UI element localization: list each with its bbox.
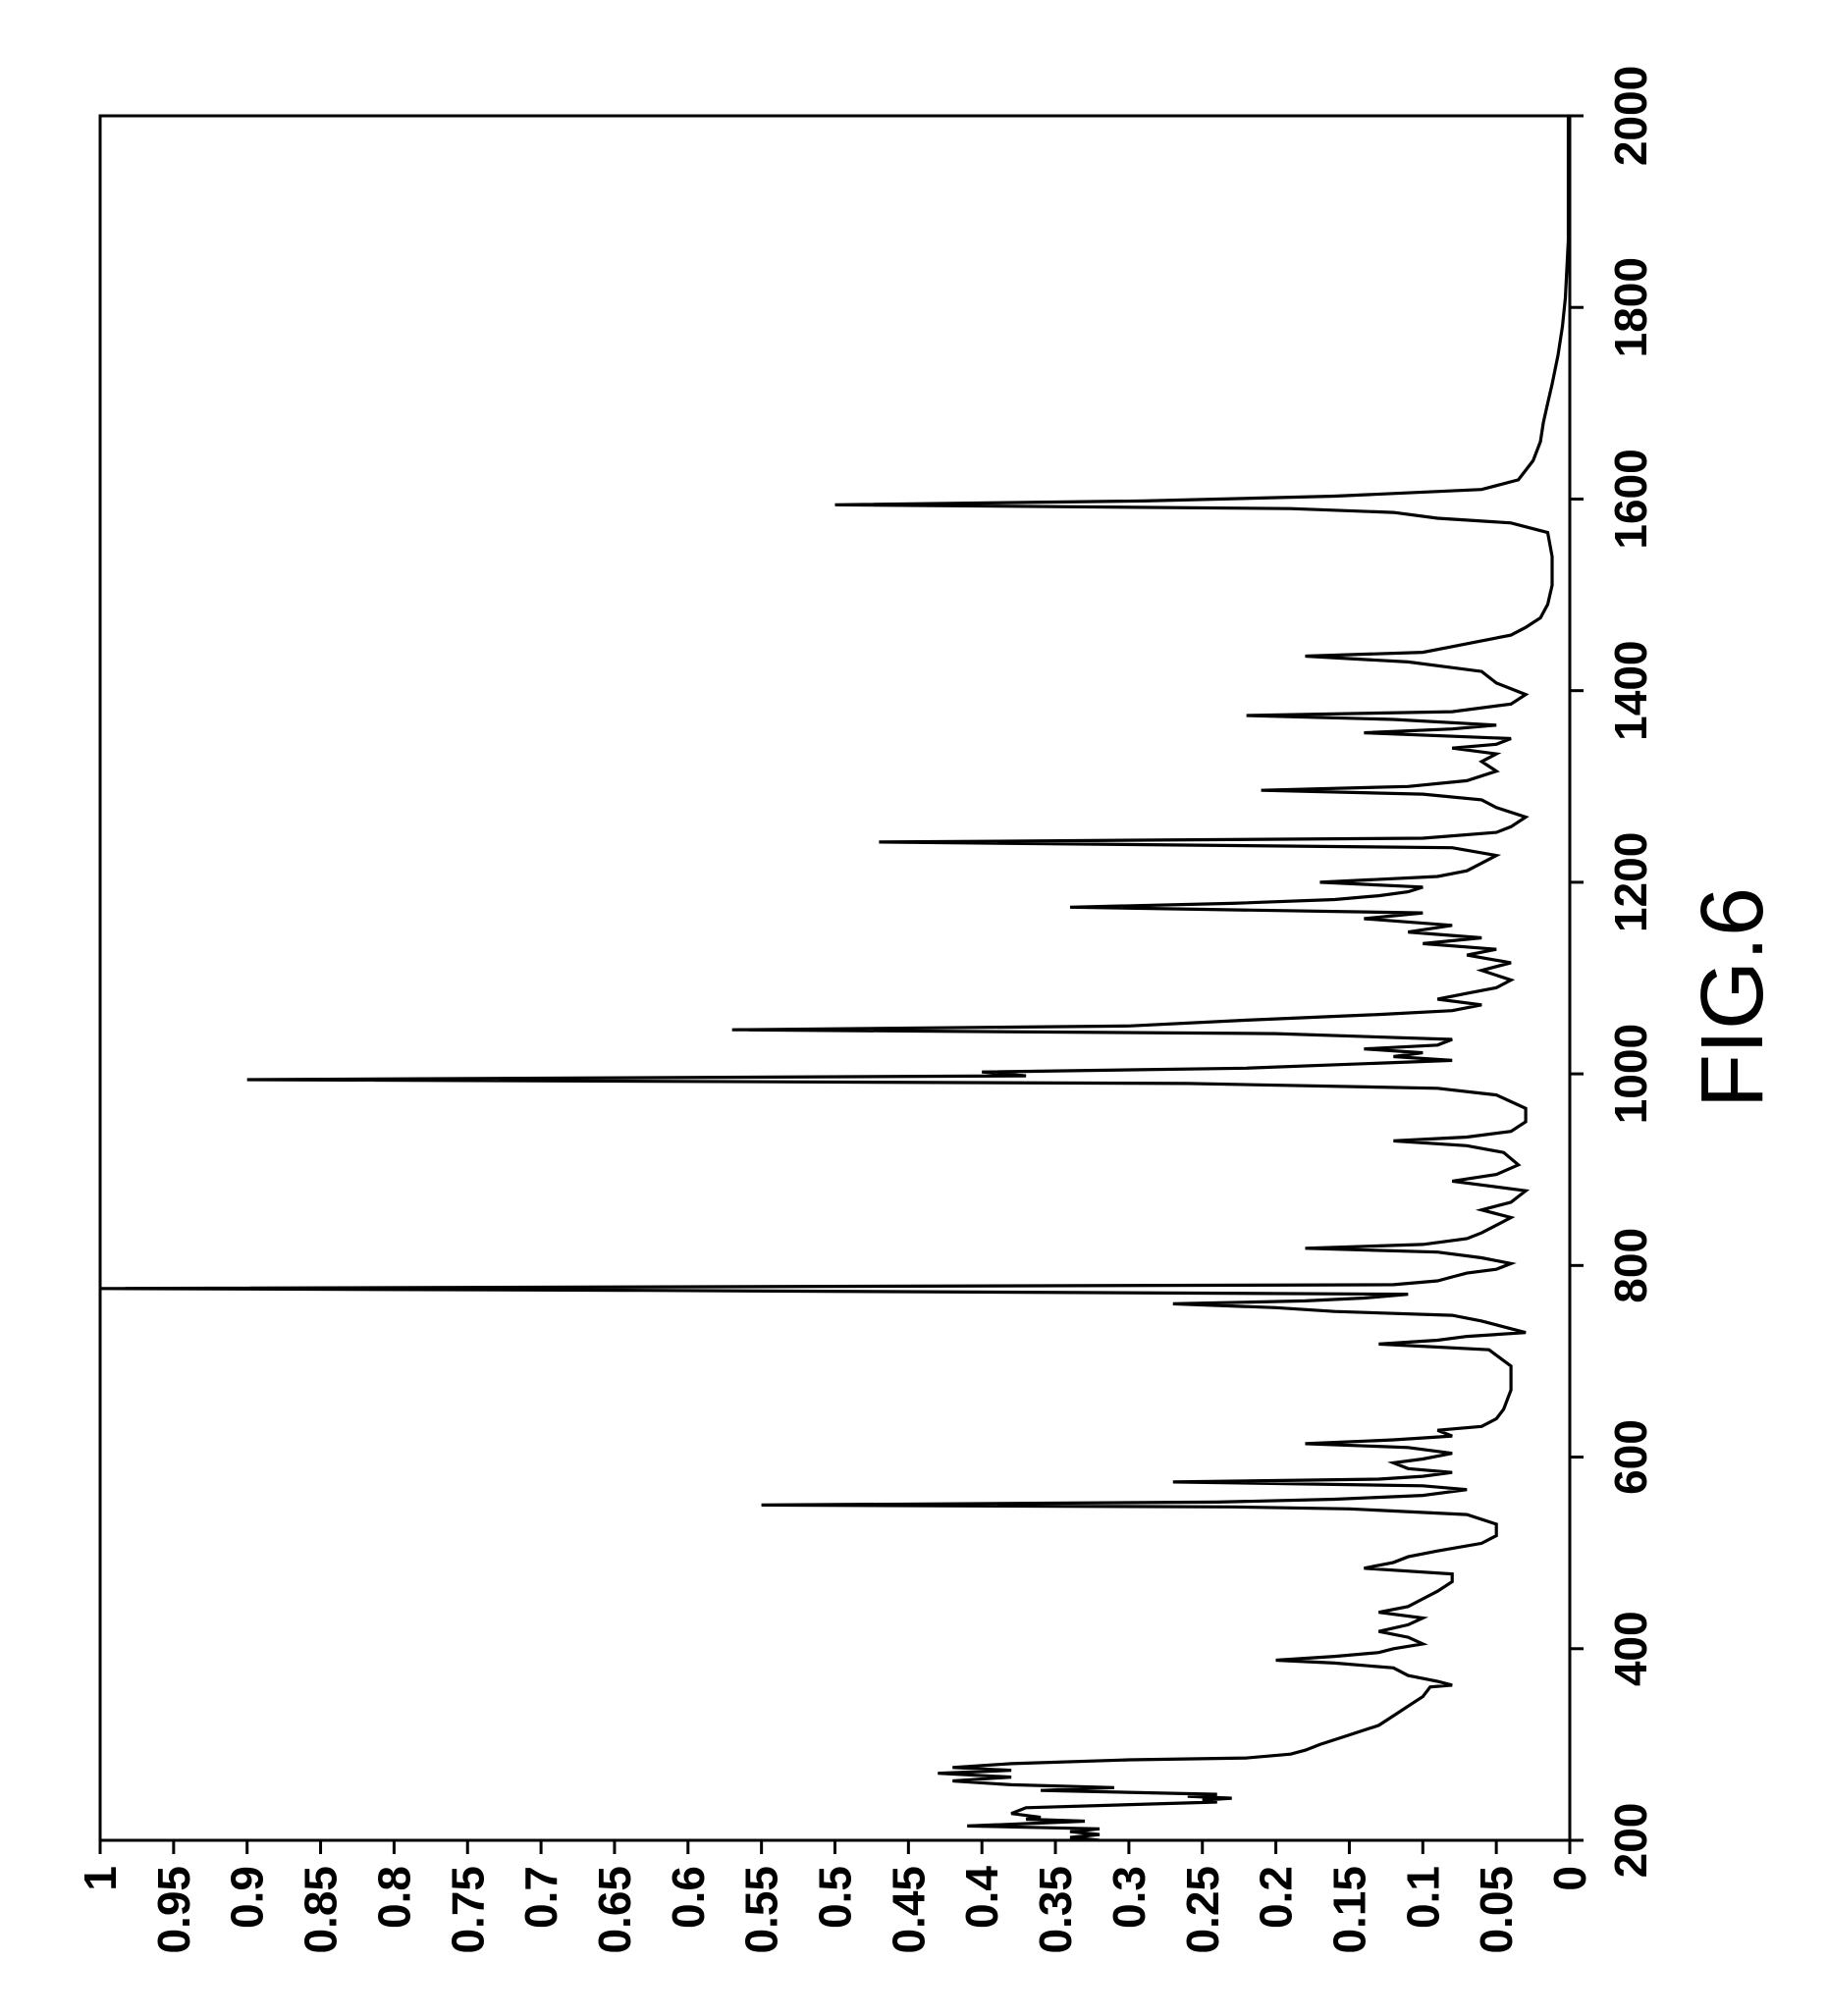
chart-series-group <box>99 116 1571 1842</box>
y-tick-label: 1 <box>75 1866 126 1891</box>
y-tick-label: 0.35 <box>1030 1866 1081 1954</box>
y-tick-label: 0.85 <box>296 1866 347 1954</box>
x-tick-label: 200 <box>1605 1803 1656 1879</box>
figure-label: FIG.6 <box>1684 887 1782 1108</box>
x-tick-label: 1600 <box>1605 449 1656 549</box>
x-tick-label: 400 <box>1605 1611 1656 1686</box>
y-tick-label: 0.2 <box>1251 1866 1302 1929</box>
chart-axes <box>98 114 1572 1842</box>
x-axis-ticks: 200 400 600 800 1000 1200 1400 1600 1800 2000 <box>1570 66 1656 1879</box>
y-tick-label: 0.1 <box>1397 1866 1448 1929</box>
y-axis-ticks: 0 0.05 0.1 0.15 0.2 0.25 0.3 0.35 0.4 0.45 0.5 0.55… <box>75 1840 1595 1954</box>
y-tick-label: 0.4 <box>956 1866 1007 1929</box>
x-tick-label: 800 <box>1605 1228 1656 1303</box>
y-tick-label: 0.65 <box>589 1866 640 1954</box>
y-tick-label: 0.6 <box>663 1866 714 1929</box>
y-tick-label: 0.15 <box>1323 1866 1374 1954</box>
x-tick-label: 1400 <box>1605 640 1656 740</box>
y-tick-label: 0.45 <box>883 1866 934 1954</box>
y-tick-label: 0.55 <box>736 1866 787 1954</box>
y-tick-label: 0.7 <box>515 1866 566 1929</box>
x-tick-label: 1200 <box>1605 832 1656 932</box>
x-tick-label: 600 <box>1605 1419 1656 1495</box>
x-tick-label: 1000 <box>1605 1024 1656 1124</box>
x-tick-label: 2000 <box>1605 66 1656 166</box>
series-line-0 <box>99 116 1571 1842</box>
y-tick-label: 0.05 <box>1471 1866 1522 1954</box>
y-tick-label: 0.5 <box>810 1866 861 1929</box>
y-tick-label: 0.9 <box>222 1866 273 1929</box>
y-tick-label: 0.8 <box>368 1866 419 1929</box>
x-tick-label: 1800 <box>1605 257 1656 357</box>
plot-frame <box>98 114 1572 1842</box>
y-tick-label: 0 <box>1544 1866 1595 1891</box>
y-tick-label: 0.95 <box>148 1866 199 1954</box>
y-tick-label: 0.25 <box>1177 1866 1228 1954</box>
y-tick-label: 0.3 <box>1103 1866 1155 1929</box>
y-tick-label: 0.75 <box>442 1866 493 1954</box>
